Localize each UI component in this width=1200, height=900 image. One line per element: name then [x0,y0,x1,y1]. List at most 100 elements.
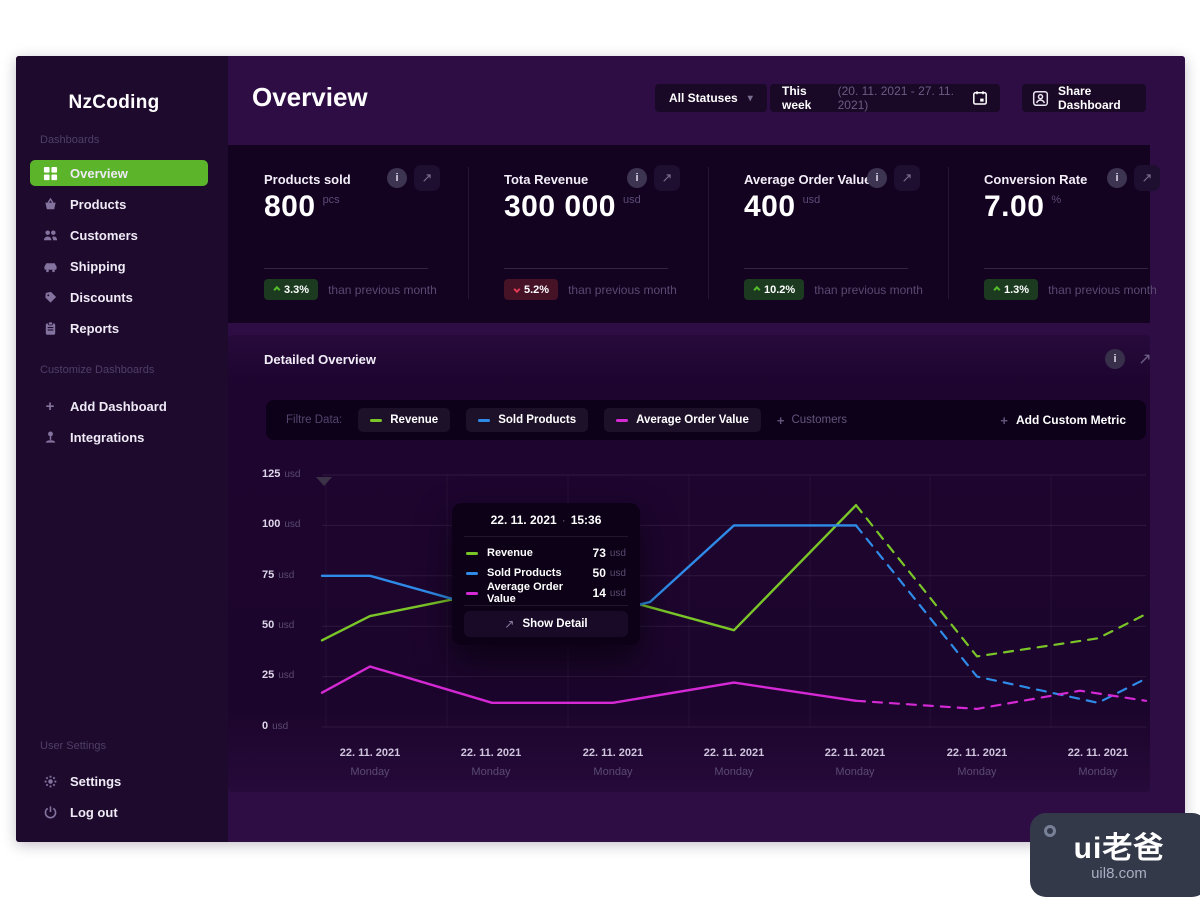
kpi-value: 7.00 [984,190,1045,223]
watermark-brand: ui老爸 [1073,832,1165,865]
kpi-value: 300 000 [504,190,616,223]
delta-note: than previous month [814,282,923,297]
expand-icon: ↗ [504,617,515,631]
status-filter-dropdown[interactable]: All Statuses ▾ [655,84,767,112]
share-dashboard-label: Share Dashboard [1058,84,1121,112]
divider [264,268,428,269]
sidebar-item-shipping[interactable]: Shipping [30,253,208,279]
divider [744,268,908,269]
uil8-watermark: ui老爸 uil8.com [1030,813,1200,897]
power-icon [42,804,58,820]
delta-note: than previous month [568,282,677,297]
section-dashboards: Dashboards [40,134,100,146]
info-icon[interactable]: i [1104,165,1130,191]
delta-badge: 5.2% [504,279,559,300]
date-range-label: This week [782,84,812,112]
x-axis-label: 22. 11. 2021 Monday [339,747,401,778]
kpi-separator [948,167,949,299]
kpi-unit: pcs [322,194,340,206]
series-dash-icon [466,591,478,595]
y-axis-label: 0 usd [262,720,289,732]
x-axis-label: 22. 11. 2021 Monday [582,747,644,778]
watermark-domain: uil8.com [1091,865,1147,882]
expand-icon[interactable]: ↗ [414,165,440,191]
tooltip-row-average-order-value: Average Order Value 14 usd [466,581,626,605]
chevron-up-icon [273,285,281,294]
share-dashboard-button[interactable]: Share Dashboard [1022,84,1146,112]
info-icon[interactable]: i [864,165,890,191]
delta-badge: 10.2% [744,279,805,300]
filter-bar: Filtre Data: Revenue Sold Products Avera… [266,400,1146,440]
series-line-projected-average-order-value [854,689,1148,710]
info-icon[interactable]: i [384,165,410,191]
info-icon[interactable]: i [624,165,650,191]
kpi-value: 800 [264,190,316,223]
sidebar-item-customers[interactable]: Customers [30,222,208,248]
add-custom-metric-button[interactable]: + Add Custom Metric [1000,412,1126,428]
sidebar-item-label: Products [70,196,127,212]
detailed-overview-panel: Detailed Overview i ↗ Filtre Data: Reven… [228,335,1152,792]
tag-icon [42,289,58,305]
delta-badge: 3.3% [264,279,319,300]
sidebar-item-label: Discounts [70,289,133,305]
sidebar-item-logout[interactable]: Log out [30,799,208,825]
calendar-icon[interactable] [972,90,988,106]
plus-icon: + [45,397,55,415]
chevron-up-icon [993,285,1001,294]
share-icon [1032,90,1049,107]
sidebar-item-integrations[interactable]: Integrations [30,424,208,450]
series-dash-icon [478,418,491,422]
kpi-card-total-revenue: Tota Revenue i ↗ 300 000 usd 5.2% than p… [468,145,708,323]
sidebar-item-add-dashboard[interactable]: + Add Dashboard [30,393,208,419]
kpi-unit: % [1051,194,1062,206]
tooltip-datetime: 22. 11. 2021 · 15:36 [490,513,602,527]
sidebar-item-label: Settings [70,773,122,789]
sidebar-item-label: Customers [70,227,138,243]
kpi-card-average-order-value: Average Order Value i ↗ 400 usd 10.2% th… [708,145,948,323]
app-window: NzCoding Dashboards Overview Products Cu… [16,56,1185,842]
sidebar-item-label: Shipping [70,258,126,274]
legend-chip-customers-inactive[interactable]: + Customers [776,412,848,428]
expand-icon[interactable]: ↗ [894,165,920,191]
expand-icon[interactable]: ↗ [1138,351,1152,368]
legend-chip-sold-products[interactable]: Sold Products [466,408,589,432]
kpi-unit: usd [622,194,641,206]
sidebar-item-overview[interactable]: Overview [30,160,208,186]
kpi-title: Products sold [264,172,351,187]
info-icon[interactable]: i [1102,346,1128,372]
plus-icon: + [776,412,785,428]
legend-chip-revenue[interactable]: Revenue [358,408,451,432]
legend-chip-average-order-value[interactable]: Average Order Value [604,408,761,432]
sidebar-item-products[interactable]: Products [30,191,208,217]
kpi-title: Average Order Value [744,172,872,187]
gear-icon [42,773,58,789]
sidebar-item-reports[interactable]: Reports [30,315,208,341]
expand-icon[interactable]: ↗ [654,165,680,191]
series-dash-icon [616,418,629,422]
kpi-title: Tota Revenue [504,172,589,187]
sidebar-item-settings[interactable]: Settings [30,768,208,794]
kpi-title: Conversion Rate [984,172,1088,187]
date-range-picker[interactable]: This week (20. 11. 2021 - 27. 11. 2021) [770,84,1000,112]
y-axis-label: 50 usd [262,619,295,631]
series-line-projected-sold-products [854,524,1148,704]
sidebar-item-discounts[interactable]: Discounts [30,284,208,310]
tooltip-row-revenue: Revenue 73 usd [466,543,626,563]
circle-icon [1044,825,1056,837]
expand-icon[interactable]: ↗ [1134,165,1160,191]
kpi-separator [708,167,709,299]
basket-icon [42,196,58,212]
y-axis-label: 125 usd [262,468,301,480]
kpi-band: Products sold i ↗ 800 pcs 3.3% than prev… [228,145,1160,323]
date-range-value: (20. 11. 2021 - 27. 11. 2021) [837,84,954,112]
panel-title: Detailed Overview [264,352,376,367]
page-title: Overview [252,82,368,112]
series-dash-icon [466,571,478,575]
chevron-down-icon [513,285,521,294]
x-axis-label: 22. 11. 2021 Monday [460,747,522,778]
detailed-chart[interactable] [228,335,1150,792]
sidebar-item-label: Integrations [70,429,145,445]
show-detail-button[interactable]: ↗ Show Detail [464,611,628,637]
chevron-down-icon: ▾ [747,92,753,104]
x-axis-label: 22. 11. 2021 Monday [946,747,1008,778]
